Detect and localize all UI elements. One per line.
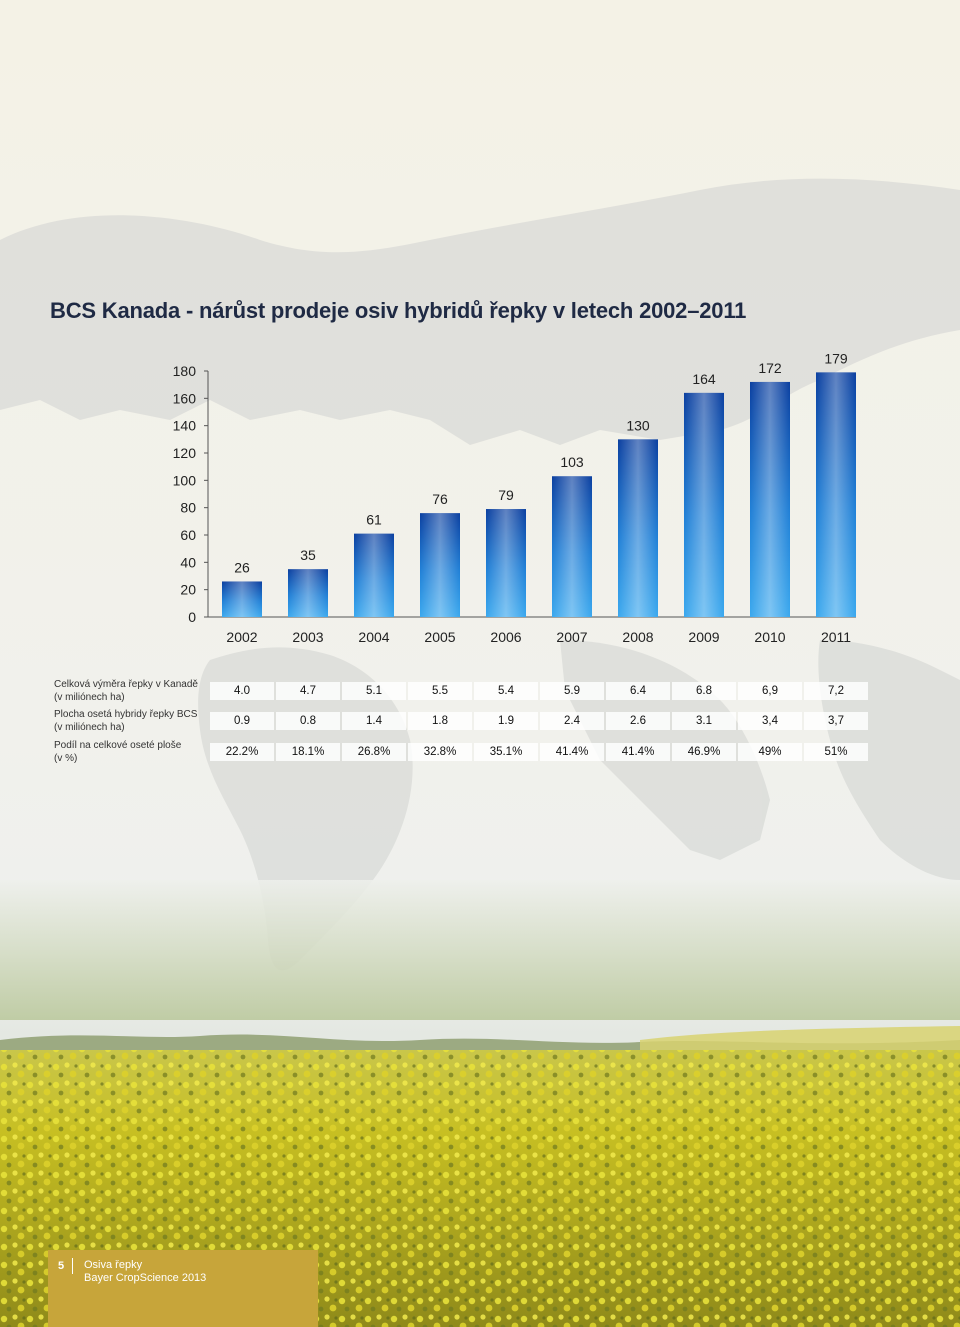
bar-value-label: 179 — [824, 350, 848, 366]
table-row-label-line: Celková výměra řepky v Kanadě — [54, 679, 198, 690]
table-row-label-line: (v miliónech ha) — [54, 691, 125, 703]
bar-value-label: 79 — [498, 487, 514, 503]
x-tick-label: 2008 — [622, 629, 653, 645]
bar-highlight — [750, 381, 790, 617]
table-cell: 51% — [804, 743, 868, 761]
footer-publication: Osiva řepky — [84, 1259, 143, 1271]
table-cell: 3.1 — [672, 712, 736, 730]
table-row-label-line: Plocha osetá hybridy řepky BCS — [54, 709, 198, 720]
y-tick-label: 140 — [173, 418, 197, 434]
table-row-label-line: Podíl na celkové oseté ploše — [54, 740, 182, 751]
table-cell: 1.9 — [474, 712, 538, 730]
bar-highlight — [618, 439, 658, 617]
table-cell: 41.4% — [606, 743, 670, 761]
x-tick-label: 2003 — [292, 629, 323, 645]
value-labels: 26 35 61 76 79 103 130 164 172 179 — [234, 350, 848, 575]
bars — [222, 372, 856, 617]
table-cell: 7,2 — [804, 682, 868, 700]
table-cell: 22.2% — [210, 743, 274, 761]
page-title: BCS Kanada - nárůst prodeje osiv hybridů… — [50, 298, 747, 323]
bar-value-label: 130 — [626, 417, 650, 433]
table-row-label: Podíl na celkové oseté ploše (v %) — [54, 740, 224, 765]
y-tick-label: 60 — [180, 527, 196, 543]
table-cell: 6.8 — [672, 682, 736, 700]
table-cell: 5.9 — [540, 682, 604, 700]
y-tick-label: 80 — [180, 500, 196, 516]
x-tick-label: 2006 — [490, 629, 521, 645]
bar-value-label: 35 — [300, 547, 316, 563]
table-cell: 1.8 — [408, 712, 472, 730]
y-tick-label: 100 — [173, 472, 197, 488]
bar-highlight — [684, 392, 724, 617]
bar-highlight — [486, 509, 526, 617]
table-row-label: Plocha osetá hybridy řepky BCS (v milióne… — [54, 709, 224, 734]
y-tick-label: 40 — [180, 554, 196, 570]
table-row-label-line: (v %) — [54, 752, 78, 764]
table-cell: 5.5 — [408, 682, 472, 700]
y-tick-label: 180 — [173, 363, 197, 379]
bar-highlight — [816, 372, 856, 617]
table-cell: 41.4% — [540, 743, 604, 761]
y-tick-label: 20 — [180, 582, 196, 598]
y-tick-label: 160 — [173, 390, 197, 406]
bar-highlight — [222, 581, 262, 617]
table-cell: 6.4 — [606, 682, 670, 700]
x-tick-label: 2002 — [226, 629, 257, 645]
x-tick-label: 2004 — [358, 629, 389, 645]
table-cell: 3,7 — [804, 712, 868, 730]
table-cell: 32.8% — [408, 743, 472, 761]
table-cell: 4.0 — [210, 682, 274, 700]
bar-value-label: 61 — [366, 512, 382, 528]
bar-value-label: 26 — [234, 559, 250, 575]
bar-chart: 0 20 40 60 80 100 120 140 160 180 26 35 61 76 79 103 13… — [173, 350, 856, 645]
table-cell: 2.6 — [606, 712, 670, 730]
table-cell: 49% — [738, 743, 802, 761]
footer-box — [48, 1250, 318, 1327]
table-row-label-line: (v miliónech ha) — [54, 721, 125, 733]
table-cell: 5.1 — [342, 682, 406, 700]
table-cell: 1.4 — [342, 712, 406, 730]
x-axis: 2002 2003 2004 2005 2006 2007 2008 2009 2010 2011 — [226, 629, 851, 645]
footer-divider — [72, 1258, 73, 1274]
table-cell: 3,4 — [738, 712, 802, 730]
bar-highlight — [288, 569, 328, 617]
y-tick-label: 120 — [173, 445, 197, 461]
table-cell: 0.9 — [210, 712, 274, 730]
table-cell: 35.1% — [474, 743, 538, 761]
x-tick-label: 2005 — [424, 629, 455, 645]
table-cell: 46.9% — [672, 743, 736, 761]
bar-highlight — [420, 513, 460, 617]
table-cell: 6,9 — [738, 682, 802, 700]
x-tick-label: 2010 — [754, 629, 785, 645]
table-cell: 2.4 — [540, 712, 604, 730]
footer-page-number: 5 — [58, 1260, 65, 1272]
table-cell: 4.7 — [276, 682, 340, 700]
x-tick-label: 2009 — [688, 629, 719, 645]
x-tick-label: 2011 — [821, 629, 851, 645]
bar-value-label: 76 — [432, 491, 448, 507]
bar-highlight — [354, 533, 394, 617]
bar-highlight — [552, 476, 592, 617]
table-row-label: Celková výměra řepky v Kanadě (v miliónec… — [54, 679, 224, 704]
footer-publisher: Bayer CropScience 2013 — [84, 1272, 207, 1284]
bar-value-label: 103 — [560, 454, 584, 470]
table-cell: 18.1% — [276, 743, 340, 761]
y-tick-label: 0 — [188, 609, 196, 625]
table-cell: 5.4 — [474, 682, 538, 700]
table-cell: 26.8% — [342, 743, 406, 761]
table-cell: 0.8 — [276, 712, 340, 730]
bar-value-label: 172 — [758, 360, 782, 376]
bar-value-label: 164 — [692, 371, 716, 387]
x-tick-label: 2007 — [556, 629, 587, 645]
